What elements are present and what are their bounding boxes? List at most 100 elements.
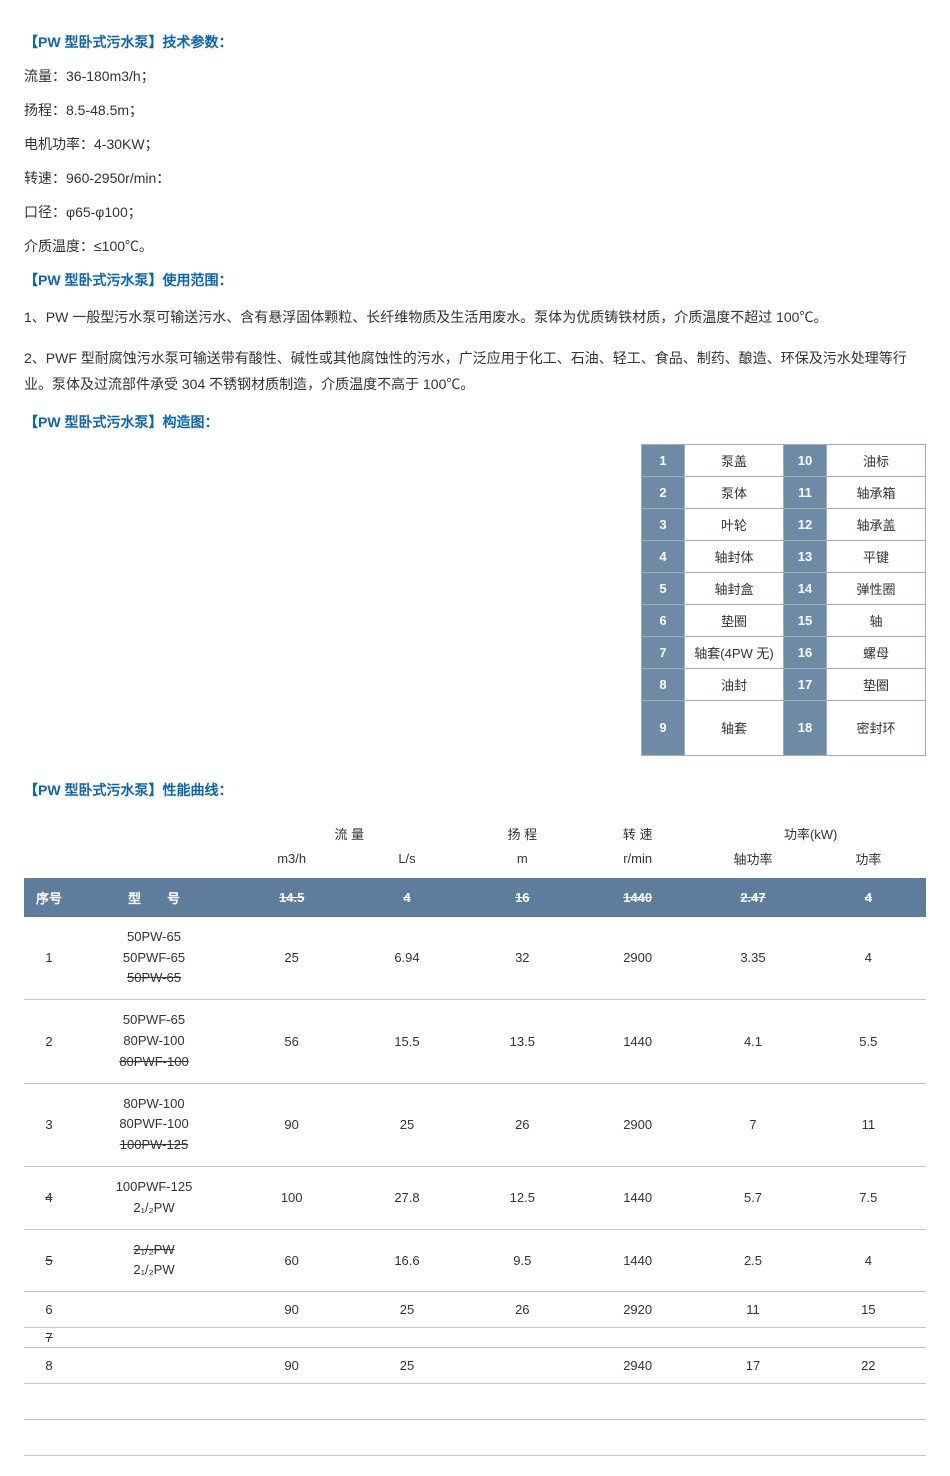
param-flow: 流量：36-180m3/h； xyxy=(24,66,926,86)
perf-cell: 90 xyxy=(234,1292,349,1328)
struct-idx-cell: 14 xyxy=(784,572,827,604)
perf-cell: 90 xyxy=(234,1083,349,1166)
perf-model: 50PW-6550PWF-6550PW-65 xyxy=(74,917,234,1000)
perf-cell: 27.8 xyxy=(349,1166,464,1229)
band-v3: 16 xyxy=(465,878,580,917)
band-v5: 2.47 xyxy=(695,878,810,917)
structure-row: 7轴套(4PW 无)16螺母 xyxy=(642,636,926,668)
perf-cell: 16.6 xyxy=(349,1229,464,1292)
perf-cell: 25 xyxy=(349,1292,464,1328)
heading-perf-curve: 【PW 型卧式污水泵】性能曲线： xyxy=(24,780,926,800)
structure-row: 3叶轮12轴承盖 xyxy=(642,508,926,540)
perf-cell: 17 xyxy=(695,1348,810,1384)
perf-header-sub: m3/h L/s m r/min 轴功率 功率 xyxy=(24,847,926,878)
perf-idx: 2 xyxy=(24,1000,74,1083)
sub-rmin: r/min xyxy=(580,847,695,878)
struct-name-cell: 垫圈 xyxy=(685,604,784,636)
structure-row: 8油封17垫圈 xyxy=(642,668,926,700)
perf-cell: 2.5 xyxy=(695,1229,810,1292)
band-v2: 4 xyxy=(349,878,464,917)
structure-row: 4轴封体13平键 xyxy=(642,540,926,572)
struct-name-cell: 轴 xyxy=(827,604,926,636)
struct-name-cell: 密封环 xyxy=(827,700,926,755)
band-v1: 14.5 xyxy=(234,878,349,917)
struct-name-cell: 轴封体 xyxy=(685,540,784,572)
struct-name-cell: 螺母 xyxy=(827,636,926,668)
param-head: 扬程：8.5-48.5m； xyxy=(24,100,926,120)
struct-idx-cell: 1 xyxy=(642,444,685,476)
perf-model: 2₁/₂PW2₁/₂PW xyxy=(74,1229,234,1292)
struct-idx-cell: 7 xyxy=(642,636,685,668)
col-group-head: 扬 程 xyxy=(465,812,580,847)
sub-shaft-power: 轴功率 xyxy=(695,847,810,878)
perf-cell: 2920 xyxy=(580,1292,695,1328)
struct-name-cell: 油封 xyxy=(685,668,784,700)
perf-cell: 13.5 xyxy=(465,1000,580,1083)
structure-row: 2泵体11轴承箱 xyxy=(642,476,926,508)
perf-model: 50PWF-6580PW-10080PWF-100 xyxy=(74,1000,234,1083)
struct-name-cell: 泵盖 xyxy=(685,444,784,476)
perf-cell: 15.5 xyxy=(349,1000,464,1083)
col-group-flow: 流 量 xyxy=(234,812,465,847)
struct-idx-cell: 4 xyxy=(642,540,685,572)
struct-name-cell: 弹性圈 xyxy=(827,572,926,604)
struct-name-cell: 油标 xyxy=(827,444,926,476)
perf-row: 380PW-10080PWF-100100PW-1259025262900711 xyxy=(24,1083,926,1166)
perf-cell: 12.5 xyxy=(465,1166,580,1229)
perf-cell: 4 xyxy=(811,1229,926,1292)
struct-idx-cell: 9 xyxy=(642,700,685,755)
perf-cell: 26 xyxy=(465,1292,580,1328)
usage-item-1: 1、PW 一般型污水泵可输送污水、含有悬浮固体颗粒、长纤维物质及生活用废水。泵体… xyxy=(24,304,926,331)
param-diameter: 口径：φ65-φ100； xyxy=(24,202,926,222)
perf-cell: 22 xyxy=(811,1348,926,1384)
perf-cell: 1440 xyxy=(580,1229,695,1292)
perf-model xyxy=(74,1292,234,1328)
struct-name-cell: 平键 xyxy=(827,540,926,572)
perf-cell: 1440 xyxy=(580,1000,695,1083)
sub-m: m xyxy=(465,847,580,878)
perf-cell: 4 xyxy=(811,917,926,1000)
perf-cell: 5.7 xyxy=(695,1166,810,1229)
perf-row: 150PW-6550PWF-6550PW-65256.943229003.354 xyxy=(24,917,926,1000)
struct-name-cell: 轴套(4PW 无) xyxy=(685,636,784,668)
perf-idx: 4 xyxy=(24,1166,74,1229)
perf-cell: 4.1 xyxy=(695,1000,810,1083)
perf-cell: 26 xyxy=(465,1083,580,1166)
perf-cell: 15 xyxy=(811,1292,926,1328)
perf-row-blank xyxy=(24,1384,926,1420)
usage-item-2: 2、PWF 型耐腐蚀污水泵可输送带有酸性、碱性或其他腐蚀性的污水，广泛应用于化工… xyxy=(24,345,926,398)
perf-row: 690252629201115 xyxy=(24,1292,926,1328)
performance-table: 流 量 扬 程 转 速 功率(kW) m3/h L/s m r/min 轴功率 … xyxy=(24,812,926,1456)
perf-idx: 6 xyxy=(24,1292,74,1328)
structure-row: 5轴封盒14弹性圈 xyxy=(642,572,926,604)
struct-idx-cell: 2 xyxy=(642,476,685,508)
struct-idx-cell: 17 xyxy=(784,668,827,700)
struct-idx-cell: 5 xyxy=(642,572,685,604)
heading-structure: 【PW 型卧式污水泵】构造图： xyxy=(24,412,926,432)
col-group-speed: 转 速 xyxy=(580,812,695,847)
structure-row: 9轴套18密封环 xyxy=(642,700,926,755)
band-idx: 序号 xyxy=(24,878,74,917)
struct-idx-cell: 15 xyxy=(784,604,827,636)
perf-cell: 60 xyxy=(234,1229,349,1292)
tech-params-block: 流量：36-180m3/h； 扬程：8.5-48.5m； 电机功率：4-30KW… xyxy=(24,66,926,256)
struct-idx-cell: 3 xyxy=(642,508,685,540)
struct-name-cell: 轴套 xyxy=(685,700,784,755)
perf-model xyxy=(74,1348,234,1384)
band-v6: 4 xyxy=(811,878,926,917)
param-temp: 介质温度：≤100℃。 xyxy=(24,236,926,256)
heading-tech-params: 【PW 型卧式污水泵】技术参数： xyxy=(24,32,926,52)
perf-cell: 100 xyxy=(234,1166,349,1229)
structure-row: 1泵盖10油标 xyxy=(642,444,926,476)
perf-idx: 7 xyxy=(24,1328,74,1348)
perf-row: 52₁/₂PW2₁/₂PW6016.69.514402.54 xyxy=(24,1229,926,1292)
perf-cell: 2900 xyxy=(580,917,695,1000)
perf-row: 8902529401722 xyxy=(24,1348,926,1384)
perf-idx: 8 xyxy=(24,1348,74,1384)
perf-header-group: 流 量 扬 程 转 速 功率(kW) xyxy=(24,812,926,847)
perf-cell: 25 xyxy=(349,1083,464,1166)
perf-cell: 90 xyxy=(234,1348,349,1384)
perf-cell xyxy=(465,1348,580,1384)
perf-cell: 5.5 xyxy=(811,1000,926,1083)
param-speed: 转速：960-2950r/min： xyxy=(24,168,926,188)
